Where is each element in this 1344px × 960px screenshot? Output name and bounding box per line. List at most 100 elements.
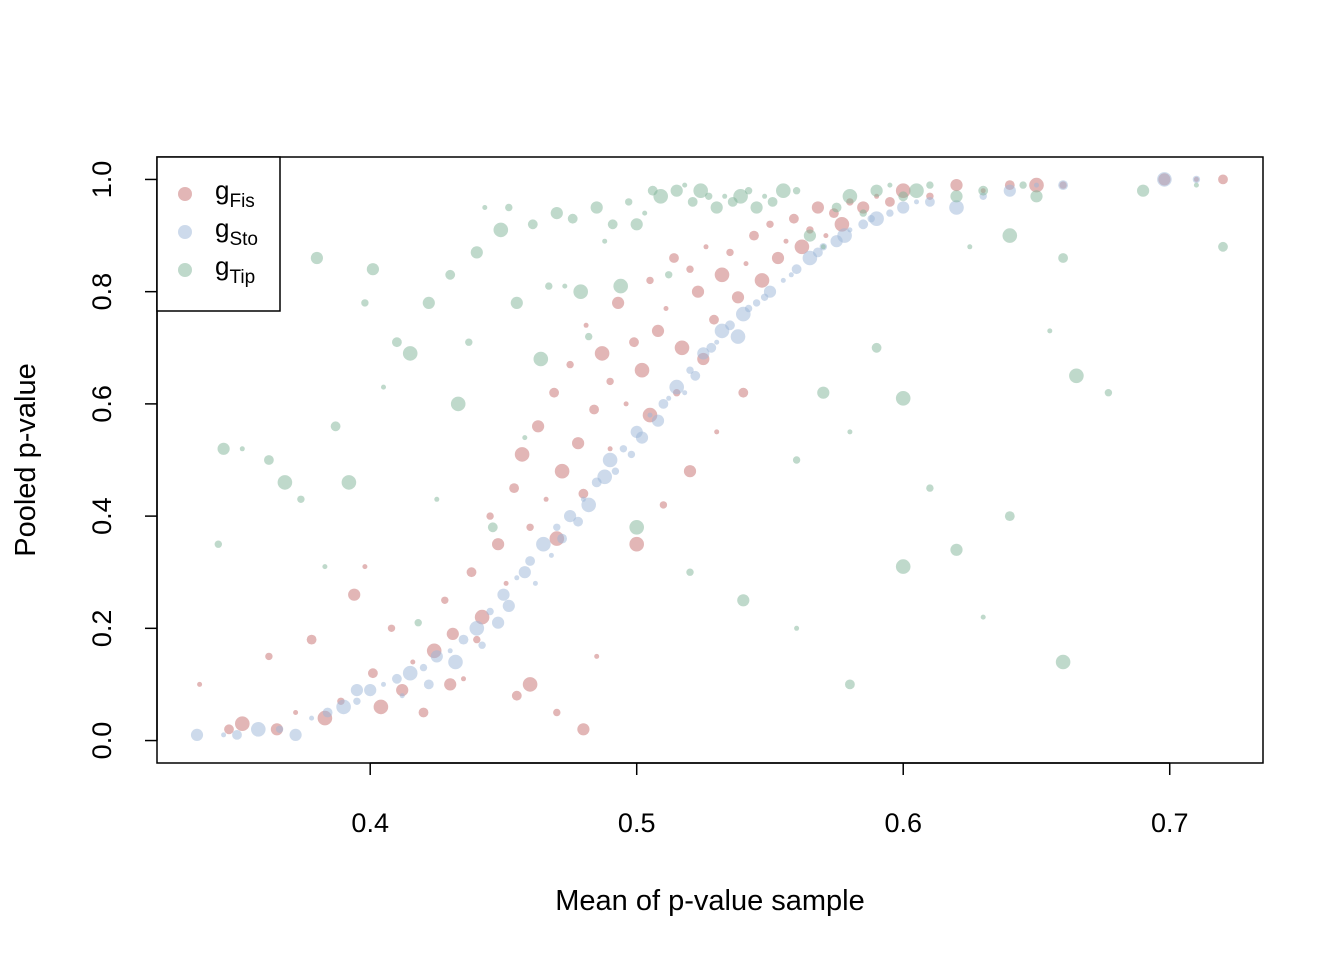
point-sto: [714, 323, 730, 339]
point-fis: [783, 238, 789, 244]
point-sto: [250, 722, 266, 737]
point-sto: [914, 199, 919, 205]
point-tip: [629, 520, 644, 535]
point-tip: [909, 183, 924, 198]
point-sto: [690, 370, 701, 381]
point-fis: [659, 501, 668, 509]
point-tip: [1002, 228, 1018, 243]
point-sto: [536, 536, 551, 552]
point-sto: [791, 264, 802, 275]
point-fis: [543, 496, 549, 502]
point-sto: [581, 497, 596, 513]
point-tip: [602, 238, 608, 244]
point-fis: [197, 681, 203, 687]
point-fis: [348, 588, 361, 601]
point-fis: [607, 446, 613, 452]
point-sto: [514, 575, 520, 581]
point-fis: [950, 179, 963, 192]
point-tip: [950, 190, 963, 203]
point-fis: [549, 387, 559, 398]
point-tip: [687, 197, 698, 207]
point-tip: [1218, 241, 1228, 252]
point-sto: [381, 681, 386, 687]
point-fis: [634, 362, 650, 378]
point-sto: [469, 621, 485, 636]
point-tip: [831, 202, 842, 213]
point-fis: [265, 652, 273, 661]
point-tip: [870, 184, 883, 197]
point-tip: [487, 522, 498, 533]
point-sto: [658, 399, 669, 409]
point-fis: [714, 429, 720, 435]
point-fis: [594, 346, 610, 361]
point-fis: [511, 690, 522, 701]
point-fis: [834, 217, 850, 232]
point-tip: [820, 244, 826, 250]
point-tip: [926, 181, 934, 189]
point-tip: [510, 296, 523, 309]
point-fis: [306, 634, 317, 645]
point-sto: [780, 277, 786, 283]
point-fis: [410, 659, 416, 665]
point-fis: [554, 463, 570, 479]
point-fis: [466, 567, 477, 578]
point-fis: [629, 536, 644, 552]
point-sto: [706, 342, 717, 353]
point-fis: [612, 296, 625, 309]
point-fis: [418, 707, 429, 718]
point-tip: [710, 201, 723, 214]
point-sto: [697, 347, 710, 360]
point-tip: [217, 442, 230, 455]
point-sto: [1003, 184, 1016, 197]
point-sto: [364, 684, 377, 697]
point-tip: [522, 435, 528, 441]
point-tip: [573, 284, 588, 300]
point-tip: [590, 201, 603, 214]
point-tip: [898, 191, 909, 202]
point-fis: [726, 248, 734, 257]
point-sto: [423, 679, 434, 690]
point-sto: [1058, 180, 1068, 191]
point-fis: [703, 244, 709, 250]
point-fis: [623, 401, 629, 407]
point-tip: [750, 201, 763, 214]
point-fis: [583, 322, 589, 328]
point-tip: [392, 337, 402, 348]
point-sto: [1192, 175, 1201, 184]
point-fis: [532, 420, 545, 433]
point-tip: [341, 475, 357, 490]
point-fis: [461, 676, 466, 682]
point-sto: [492, 616, 505, 629]
point-sto: [525, 556, 535, 566]
point-tip: [607, 219, 618, 230]
point-fis: [387, 624, 396, 632]
point-fis: [794, 239, 810, 255]
point-sto: [730, 329, 746, 344]
point-tip: [776, 183, 791, 198]
point-sto: [760, 293, 769, 301]
point-tip: [1104, 389, 1113, 397]
point-tip: [414, 619, 422, 627]
point-sto: [497, 588, 510, 601]
point-sto: [458, 634, 469, 645]
point-tip: [422, 296, 435, 309]
point-tip: [625, 198, 633, 206]
point-tip: [361, 299, 369, 307]
point-tip: [686, 568, 694, 576]
point-fis: [683, 465, 697, 478]
point-tip: [847, 429, 853, 435]
point-tip: [980, 614, 986, 620]
point-sto: [336, 699, 351, 715]
point-tip: [887, 182, 893, 188]
point-sto: [392, 673, 402, 684]
point-sto: [275, 725, 284, 733]
point-tip: [794, 625, 800, 631]
point-fis: [674, 340, 690, 356]
point-fis: [885, 197, 895, 207]
point-tip: [1055, 654, 1071, 670]
point-fis: [594, 653, 600, 659]
point-fis: [651, 324, 665, 337]
point-sto: [897, 201, 910, 214]
point-fis: [522, 677, 538, 692]
